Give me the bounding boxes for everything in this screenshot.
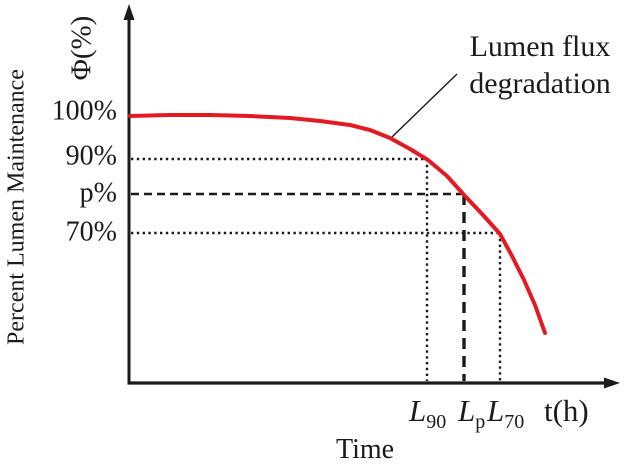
xtick-l90: L90 bbox=[409, 393, 446, 432]
xtick-l70-base: L bbox=[487, 393, 505, 428]
xtick-l70-sub: 70 bbox=[504, 411, 525, 433]
ytick-100: 100% bbox=[51, 95, 117, 127]
annotation-line-2: degradation bbox=[469, 67, 611, 100]
ytick-70: 70% bbox=[65, 216, 117, 248]
ytick-p: p% bbox=[79, 177, 117, 209]
xtick-l90-sub: 90 bbox=[426, 411, 447, 433]
ytick-90: 90% bbox=[65, 140, 117, 172]
annotation-lumen-flux-degradation: Lumen flux degradation bbox=[455, 28, 624, 102]
xtick-lp-sub: p bbox=[475, 411, 486, 433]
annotation-line-1: Lumen flux bbox=[469, 30, 611, 63]
xtick-l90-base: L bbox=[409, 393, 427, 428]
xtick-l70: L70 bbox=[487, 393, 524, 432]
x-axis-unit-label: t(h) bbox=[544, 393, 589, 428]
xtick-lp-base: L bbox=[458, 393, 476, 428]
x-axis-title: Time bbox=[336, 434, 395, 465]
xtick-lp: Lp bbox=[458, 393, 485, 432]
